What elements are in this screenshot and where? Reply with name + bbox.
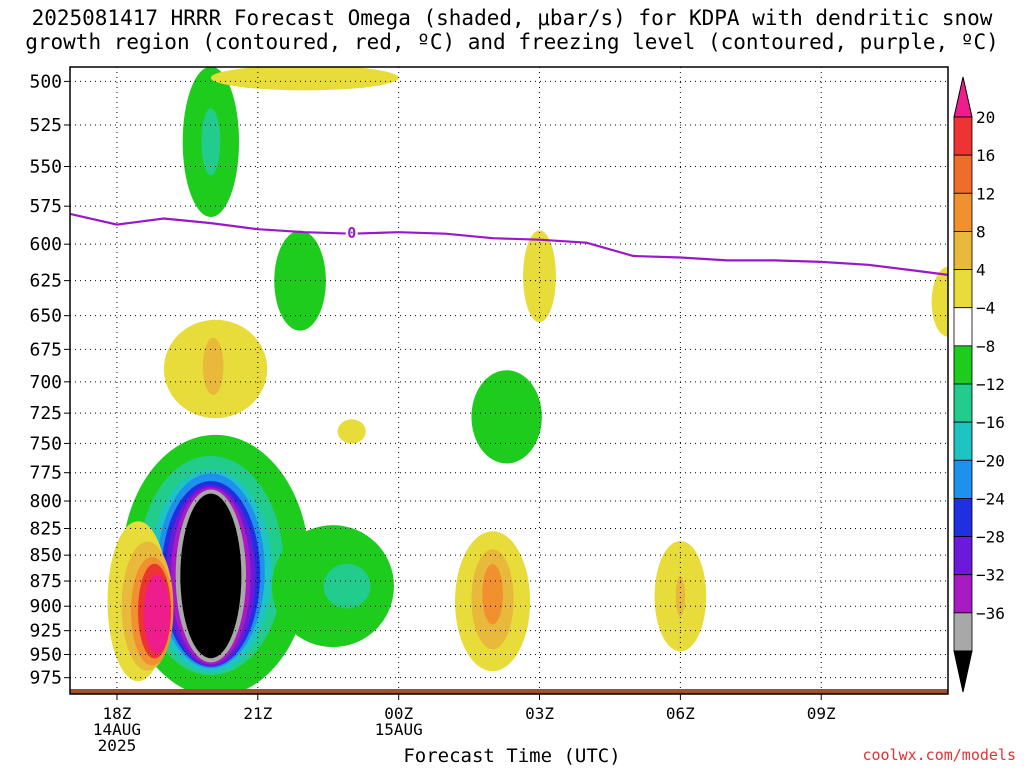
x-tick-label-0-1: 14AUG <box>93 720 141 739</box>
title-line-1: 2025081417 HRRR Forecast Omega (shaded, … <box>31 6 993 30</box>
colorbar-band-13 <box>953 574 973 614</box>
y-tick-label-700: 700 <box>29 372 62 393</box>
colorbar-label-12: −32 <box>976 566 1005 585</box>
y-tick-label-575: 575 <box>29 196 62 217</box>
y-tick-label-600: 600 <box>29 234 62 255</box>
omega-region-25 <box>143 574 171 654</box>
colorbar-band-7 <box>953 345 973 385</box>
y-tick-label-525: 525 <box>29 115 62 136</box>
y-tick-label-550: 550 <box>29 156 62 177</box>
omega-region-2 <box>210 67 399 91</box>
omega-region-7 <box>523 230 556 323</box>
colorbar-band-15 <box>953 650 973 693</box>
colorbar-label-7: −12 <box>976 375 1005 394</box>
colorbar-band-0 <box>953 76 973 118</box>
y-tick-label-825: 825 <box>29 519 62 540</box>
y-tick-label-625: 625 <box>29 271 62 292</box>
freezing-level-label-bg <box>345 224 358 241</box>
colorbar-band-1 <box>953 116 973 156</box>
colorbar-label-8: −16 <box>976 413 1005 432</box>
omega-region-30 <box>675 576 686 617</box>
colorbar-band-8 <box>953 383 973 423</box>
colorbar-band-11 <box>953 498 973 537</box>
y-tick-label-500: 500 <box>29 71 62 92</box>
colorbar-label-2: 12 <box>976 184 995 203</box>
x-tick-label-12-0: 06Z <box>666 704 695 723</box>
x-tick-label-3-0: 21Z <box>243 704 272 723</box>
omega-region-6 <box>337 419 366 444</box>
omega-region-8 <box>471 370 542 464</box>
x-tick-label-6-1: 15AUG <box>375 720 423 739</box>
omega-region-18 <box>180 493 242 659</box>
omega-region-28 <box>482 564 503 625</box>
title-line-2: growth region (contoured, red, ºC) and f… <box>25 30 999 54</box>
colorbar-label-3: 8 <box>976 222 986 241</box>
freezing-level-label: 0 <box>347 224 356 242</box>
x-tick-label-9-0: 03Z <box>525 704 554 723</box>
y-tick-label-725: 725 <box>29 403 62 424</box>
colorbar-label-0: 20 <box>976 108 995 127</box>
colorbar-label-11: −28 <box>976 528 1005 547</box>
x-axis-label: Forecast Time (UTC) <box>403 745 621 767</box>
x-tick-label-0-0: 18Z <box>102 704 131 723</box>
omega-region-5 <box>202 337 224 395</box>
y-tick-label-650: 650 <box>29 306 62 327</box>
colorbar-band-12 <box>953 536 973 576</box>
colorbar-label-1: 16 <box>976 146 995 165</box>
y-tick-label-950: 950 <box>29 644 62 665</box>
colorbar-band-9 <box>953 421 973 461</box>
colorbar-band-6 <box>953 307 973 347</box>
colorbar-band-4 <box>953 231 973 270</box>
plot-frame <box>69 66 949 695</box>
y-tick-label-775: 775 <box>29 463 62 484</box>
y-tick-label-900: 900 <box>29 596 62 617</box>
y-tick-label-750: 750 <box>29 433 62 454</box>
colorbar-label-10: −24 <box>976 489 1005 508</box>
terrain-strip <box>70 689 948 694</box>
y-tick-label-800: 800 <box>29 491 62 512</box>
site-credit: coolwx.com/models <box>862 746 1016 764</box>
colorbar-band-3 <box>953 192 973 232</box>
y-tick-label-925: 925 <box>29 621 62 642</box>
y-tick-label-875: 875 <box>29 571 62 592</box>
colorbar-band-5 <box>953 269 973 309</box>
omega-region-1 <box>201 108 221 176</box>
y-tick-label-675: 675 <box>29 339 62 360</box>
omega-region-9 <box>931 266 948 337</box>
colorbar-label-5: −4 <box>976 299 995 318</box>
colorbar-label-9: −20 <box>976 451 1005 470</box>
colorbar-label-4: 4 <box>976 261 986 280</box>
x-tick-label-6-0: 00Z <box>384 704 413 723</box>
omega-region-20 <box>323 563 371 609</box>
colorbar-band-14 <box>953 612 973 652</box>
colorbar-band-10 <box>953 459 973 499</box>
chart-title: 2025081417 HRRR Forecast Omega (shaded, … <box>0 6 1024 54</box>
colorbar-band-2 <box>953 154 973 194</box>
x-tick-label-15-0: 09Z <box>807 704 836 723</box>
freezing-level-line <box>70 212 948 276</box>
x-tick-label-0-2: 2025 <box>98 736 137 755</box>
y-tick-label-975: 975 <box>29 668 62 689</box>
y-tick-label-850: 850 <box>29 545 62 566</box>
colorbar-label-6: −8 <box>976 337 995 356</box>
colorbar-label-13: −36 <box>976 604 1005 623</box>
